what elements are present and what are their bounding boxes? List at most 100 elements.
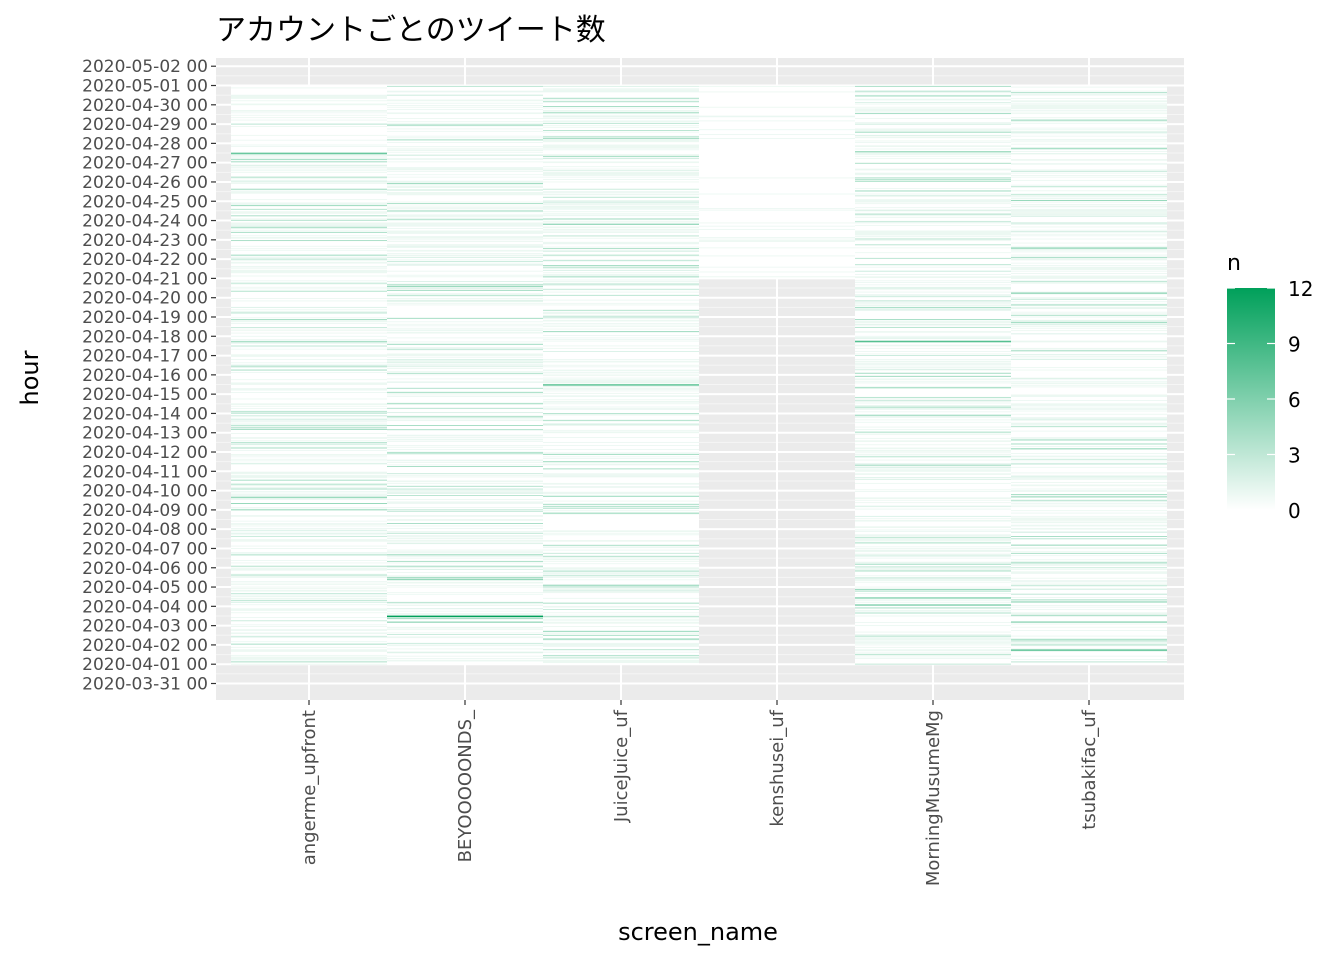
tile bbox=[1011, 291, 1167, 293]
tile bbox=[855, 478, 1011, 480]
tile bbox=[387, 194, 543, 196]
tile bbox=[231, 479, 387, 481]
tile bbox=[387, 207, 543, 209]
tile bbox=[543, 97, 699, 98]
tile bbox=[231, 422, 387, 424]
tile bbox=[1011, 222, 1167, 224]
tile bbox=[855, 534, 1011, 536]
tile bbox=[231, 332, 387, 334]
tile bbox=[855, 318, 1011, 320]
tile bbox=[231, 384, 387, 385]
tile bbox=[855, 345, 1011, 347]
tile bbox=[231, 540, 387, 542]
tile bbox=[1011, 648, 1167, 650]
tile bbox=[543, 372, 699, 373]
tile bbox=[543, 284, 699, 286]
tile bbox=[543, 588, 699, 590]
tile bbox=[387, 567, 543, 569]
tile bbox=[543, 409, 699, 410]
tile bbox=[387, 627, 543, 629]
tile bbox=[387, 462, 543, 463]
tile bbox=[855, 400, 1011, 401]
tile bbox=[543, 223, 699, 225]
tile bbox=[543, 277, 699, 279]
tile bbox=[1011, 251, 1167, 253]
tile bbox=[1011, 588, 1167, 590]
tile bbox=[387, 629, 543, 631]
tile bbox=[231, 593, 387, 594]
tile bbox=[231, 354, 387, 356]
tile bbox=[543, 424, 699, 426]
tile bbox=[855, 653, 1011, 655]
tile bbox=[855, 590, 1011, 592]
tile bbox=[543, 468, 699, 470]
tile bbox=[387, 362, 543, 364]
tile bbox=[387, 536, 543, 537]
tile bbox=[387, 130, 543, 132]
tile bbox=[387, 566, 543, 568]
tile bbox=[1011, 439, 1167, 441]
tile bbox=[387, 572, 543, 573]
tile bbox=[231, 159, 387, 160]
tile bbox=[231, 328, 387, 330]
tile bbox=[1011, 478, 1167, 479]
tile bbox=[543, 276, 699, 278]
tile bbox=[1011, 548, 1167, 549]
tile bbox=[855, 519, 1011, 521]
tile bbox=[855, 631, 1011, 633]
tile bbox=[543, 100, 699, 102]
tile bbox=[231, 463, 387, 465]
tile bbox=[387, 527, 543, 529]
tile bbox=[543, 158, 699, 160]
tile bbox=[855, 169, 1011, 171]
tile bbox=[543, 639, 699, 641]
tile bbox=[231, 103, 387, 105]
tile bbox=[855, 642, 1011, 644]
tile bbox=[543, 555, 699, 557]
tile bbox=[855, 137, 1011, 139]
tile bbox=[231, 554, 387, 556]
tile bbox=[855, 452, 1011, 454]
tile bbox=[543, 215, 699, 217]
tile bbox=[1011, 266, 1167, 268]
tile bbox=[387, 490, 543, 492]
y-tick-label: 2020-04-22 00 bbox=[82, 250, 208, 270]
tile bbox=[231, 114, 387, 116]
tile bbox=[387, 329, 543, 331]
tile bbox=[231, 569, 387, 571]
tile bbox=[1011, 449, 1167, 451]
tile bbox=[231, 226, 387, 228]
tile bbox=[855, 338, 1011, 340]
tile bbox=[855, 308, 1011, 310]
tile bbox=[855, 344, 1011, 346]
tile bbox=[1011, 531, 1167, 533]
tile bbox=[387, 381, 543, 383]
tile bbox=[231, 568, 387, 570]
tile bbox=[855, 302, 1011, 303]
tile bbox=[387, 648, 543, 650]
tile bbox=[855, 508, 1011, 510]
tile bbox=[855, 110, 1011, 112]
tile bbox=[387, 264, 543, 266]
tile bbox=[855, 295, 1011, 297]
tile bbox=[543, 638, 699, 639]
tile bbox=[543, 173, 699, 175]
tile bbox=[1011, 196, 1167, 197]
tile bbox=[855, 364, 1011, 365]
tile bbox=[231, 176, 387, 178]
tile bbox=[231, 202, 387, 204]
tile bbox=[543, 396, 699, 397]
tile bbox=[855, 207, 1011, 209]
tile-peak bbox=[855, 340, 1011, 343]
tile bbox=[543, 243, 699, 245]
tile bbox=[543, 510, 699, 512]
tile bbox=[1011, 599, 1167, 601]
tile bbox=[1011, 630, 1167, 631]
tile bbox=[387, 474, 543, 476]
tile bbox=[387, 102, 543, 104]
tile bbox=[387, 168, 543, 170]
tile bbox=[231, 392, 387, 393]
tile bbox=[231, 359, 387, 360]
tile bbox=[387, 593, 543, 595]
tile bbox=[543, 313, 699, 315]
